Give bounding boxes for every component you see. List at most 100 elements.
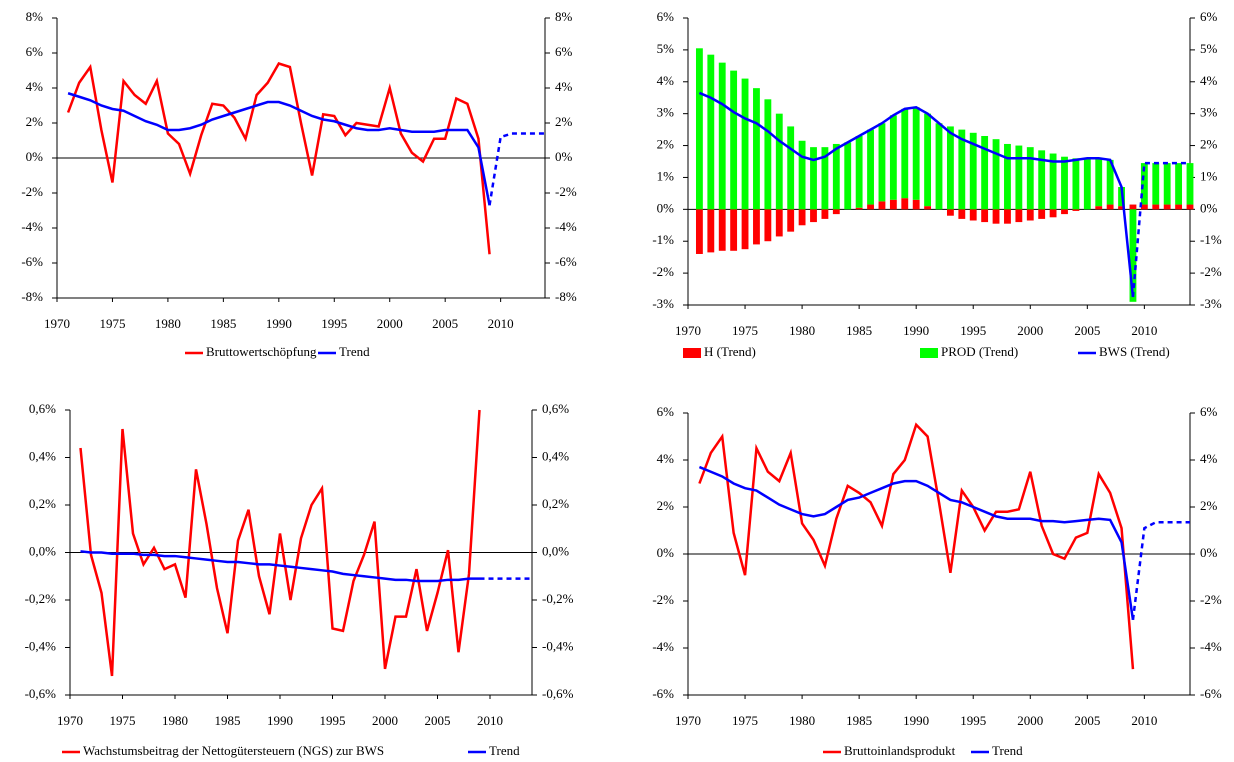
bar [867, 204, 874, 210]
y-tick-label: 6% [657, 9, 675, 24]
bar [1163, 204, 1171, 210]
y-tick-label: -8% [21, 289, 43, 304]
line-projection [1131, 521, 1190, 620]
bar [1095, 158, 1103, 207]
bar [1038, 209, 1046, 219]
y2-tick-label: -2% [555, 184, 577, 199]
y2-tick-label: 0,4% [542, 448, 569, 463]
y-tick-label: -1% [652, 232, 674, 247]
x-tick-label: 2005 [1074, 323, 1100, 338]
y-tick-label: -6% [21, 254, 43, 269]
y-tick-label: 0% [657, 200, 675, 215]
y2-tick-label: 2% [555, 114, 573, 129]
y2-tick-label: -0,4% [542, 638, 574, 653]
x-tick-label: 1975 [99, 316, 125, 331]
line-projection [1131, 161, 1190, 298]
y2-tick-label: -2% [1200, 592, 1222, 607]
x-tick-label: 2010 [477, 713, 503, 728]
bar [901, 108, 909, 199]
y-tick-label: -4% [21, 219, 43, 234]
x-tick-label: 2005 [432, 316, 458, 331]
bar [730, 70, 738, 210]
bar [753, 88, 760, 210]
y2-tick-label: 0% [1200, 200, 1218, 215]
y2-tick-label: -1% [1200, 232, 1222, 247]
line-series [66, 62, 491, 255]
y-tick-label: 2% [26, 114, 44, 129]
bar [912, 107, 920, 200]
y2-tick-label: 8% [555, 9, 573, 24]
x-tick-label: 1990 [267, 713, 293, 728]
x-tick-label: 1970 [44, 316, 70, 331]
y2-tick-label: 0,2% [542, 496, 569, 511]
line-projection [488, 132, 545, 206]
x-tick-label: 1975 [732, 713, 758, 728]
bar [981, 135, 989, 210]
y2-tick-label: 1% [1200, 168, 1218, 183]
x-tick-label: 2000 [372, 713, 398, 728]
bar [1175, 163, 1183, 205]
y-tick-label: -4% [652, 639, 674, 654]
x-tick-label: 2000 [1017, 323, 1043, 338]
legend-swatch [683, 348, 701, 358]
bar [707, 209, 715, 253]
bar [753, 209, 760, 245]
bar [1083, 158, 1091, 210]
bar [992, 209, 1000, 224]
bar [1106, 204, 1114, 210]
y-tick-label: -2% [652, 264, 674, 279]
x-tick-label: 1985 [215, 713, 241, 728]
y2-tick-label: -6% [1200, 686, 1222, 701]
bar [924, 113, 932, 207]
bar [1163, 163, 1171, 205]
y-tick-label: 6% [657, 404, 675, 419]
legend-label: Bruttoinlandsprodukt [844, 743, 956, 758]
line-series [79, 409, 481, 677]
bar [1072, 209, 1080, 211]
y-tick-label: 8% [26, 9, 44, 24]
x-tick-label: 1980 [162, 713, 188, 728]
chart-panel: -8% -8% -6% -6% -4% -4% -2% -2% 0% 0% 2% 2% 4% 4% 6% 6%… [21, 9, 577, 359]
bar [1026, 147, 1034, 210]
bar [1026, 209, 1034, 221]
x-tick-label: 1975 [732, 323, 758, 338]
x-tick-label: 1985 [210, 316, 236, 331]
x-tick-label: 1970 [675, 713, 701, 728]
y2-tick-label: 6% [1200, 9, 1218, 24]
y2-tick-label: 0% [555, 149, 573, 164]
bar [958, 129, 966, 210]
y-tick-label: -0,4% [25, 638, 57, 653]
bar [718, 62, 726, 210]
bar [1118, 206, 1125, 210]
legend-label: Wachstumsbeitrag der Nettogütersteuern (… [83, 743, 384, 758]
bar [912, 199, 920, 210]
x-tick-label: 1995 [321, 316, 347, 331]
x-tick-label: 1995 [320, 713, 346, 728]
bar [764, 209, 772, 242]
bar [1095, 206, 1103, 210]
x-tick-label: 1990 [903, 323, 929, 338]
bar [695, 48, 703, 210]
bar [844, 142, 852, 210]
y2-tick-label: -4% [1200, 639, 1222, 654]
bar [798, 209, 806, 226]
y2-tick-label: 3% [1200, 105, 1218, 120]
x-tick-label: 1980 [155, 316, 181, 331]
bar [958, 209, 966, 219]
y-tick-label: 4% [657, 73, 675, 88]
bar [867, 129, 874, 205]
y2-tick-label: 0,6% [542, 401, 569, 416]
line-series [80, 550, 480, 583]
bar [1072, 158, 1080, 210]
y-tick-label: 4% [26, 79, 44, 94]
bar [821, 147, 829, 210]
bar [1152, 204, 1160, 210]
y-tick-label: 2% [657, 498, 675, 513]
bar [1140, 163, 1148, 205]
bar [969, 209, 977, 221]
y2-tick-label: 6% [555, 44, 573, 59]
bar [832, 209, 840, 215]
y2-tick-label: 0% [1200, 545, 1218, 560]
y2-tick-label: -0,6% [542, 686, 574, 701]
